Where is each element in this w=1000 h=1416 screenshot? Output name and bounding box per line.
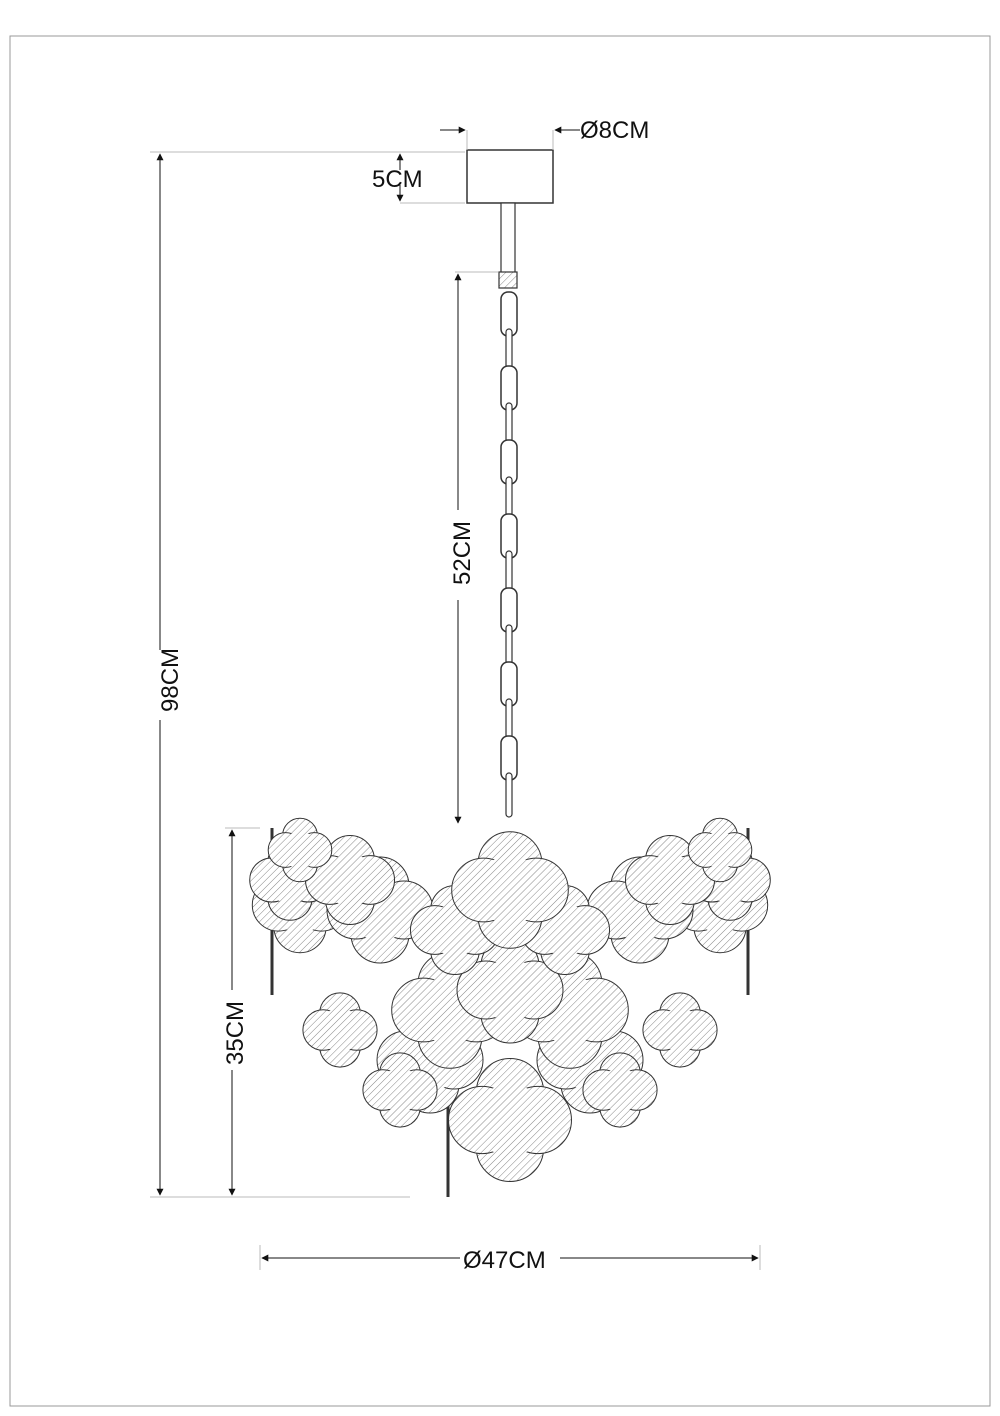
- glass-petal: [456, 936, 564, 1044]
- glass-petal: [624, 834, 716, 926]
- shade-diameter-label: Ø47CM: [463, 1247, 546, 1274]
- glass-petal: [687, 817, 753, 883]
- glass-petal: [267, 817, 333, 883]
- stem: [500, 202, 516, 274]
- glass-petal: [582, 1052, 658, 1128]
- collar: [498, 271, 518, 289]
- canopy-diameter-label: Ø8CM: [580, 117, 649, 144]
- canopy: [466, 149, 554, 204]
- drawing-frame: [9, 35, 991, 1407]
- glass-petal: [642, 992, 718, 1068]
- glass-petal: [451, 831, 569, 949]
- chain: [500, 291, 518, 818]
- glass-petal: [362, 1052, 438, 1128]
- chain-length-label: 52CM: [449, 521, 476, 585]
- shade-height-label: 35CM: [222, 1001, 249, 1065]
- canopy-height-label: 5CM: [372, 166, 423, 193]
- glass-petal: [302, 992, 378, 1068]
- chain-link: [505, 772, 513, 818]
- glass-petal: [448, 1058, 572, 1182]
- shade: [249, 817, 771, 1197]
- glass-petal: [304, 834, 396, 926]
- dimension-lines: [150, 126, 761, 1270]
- total-height-label: 98CM: [157, 648, 184, 712]
